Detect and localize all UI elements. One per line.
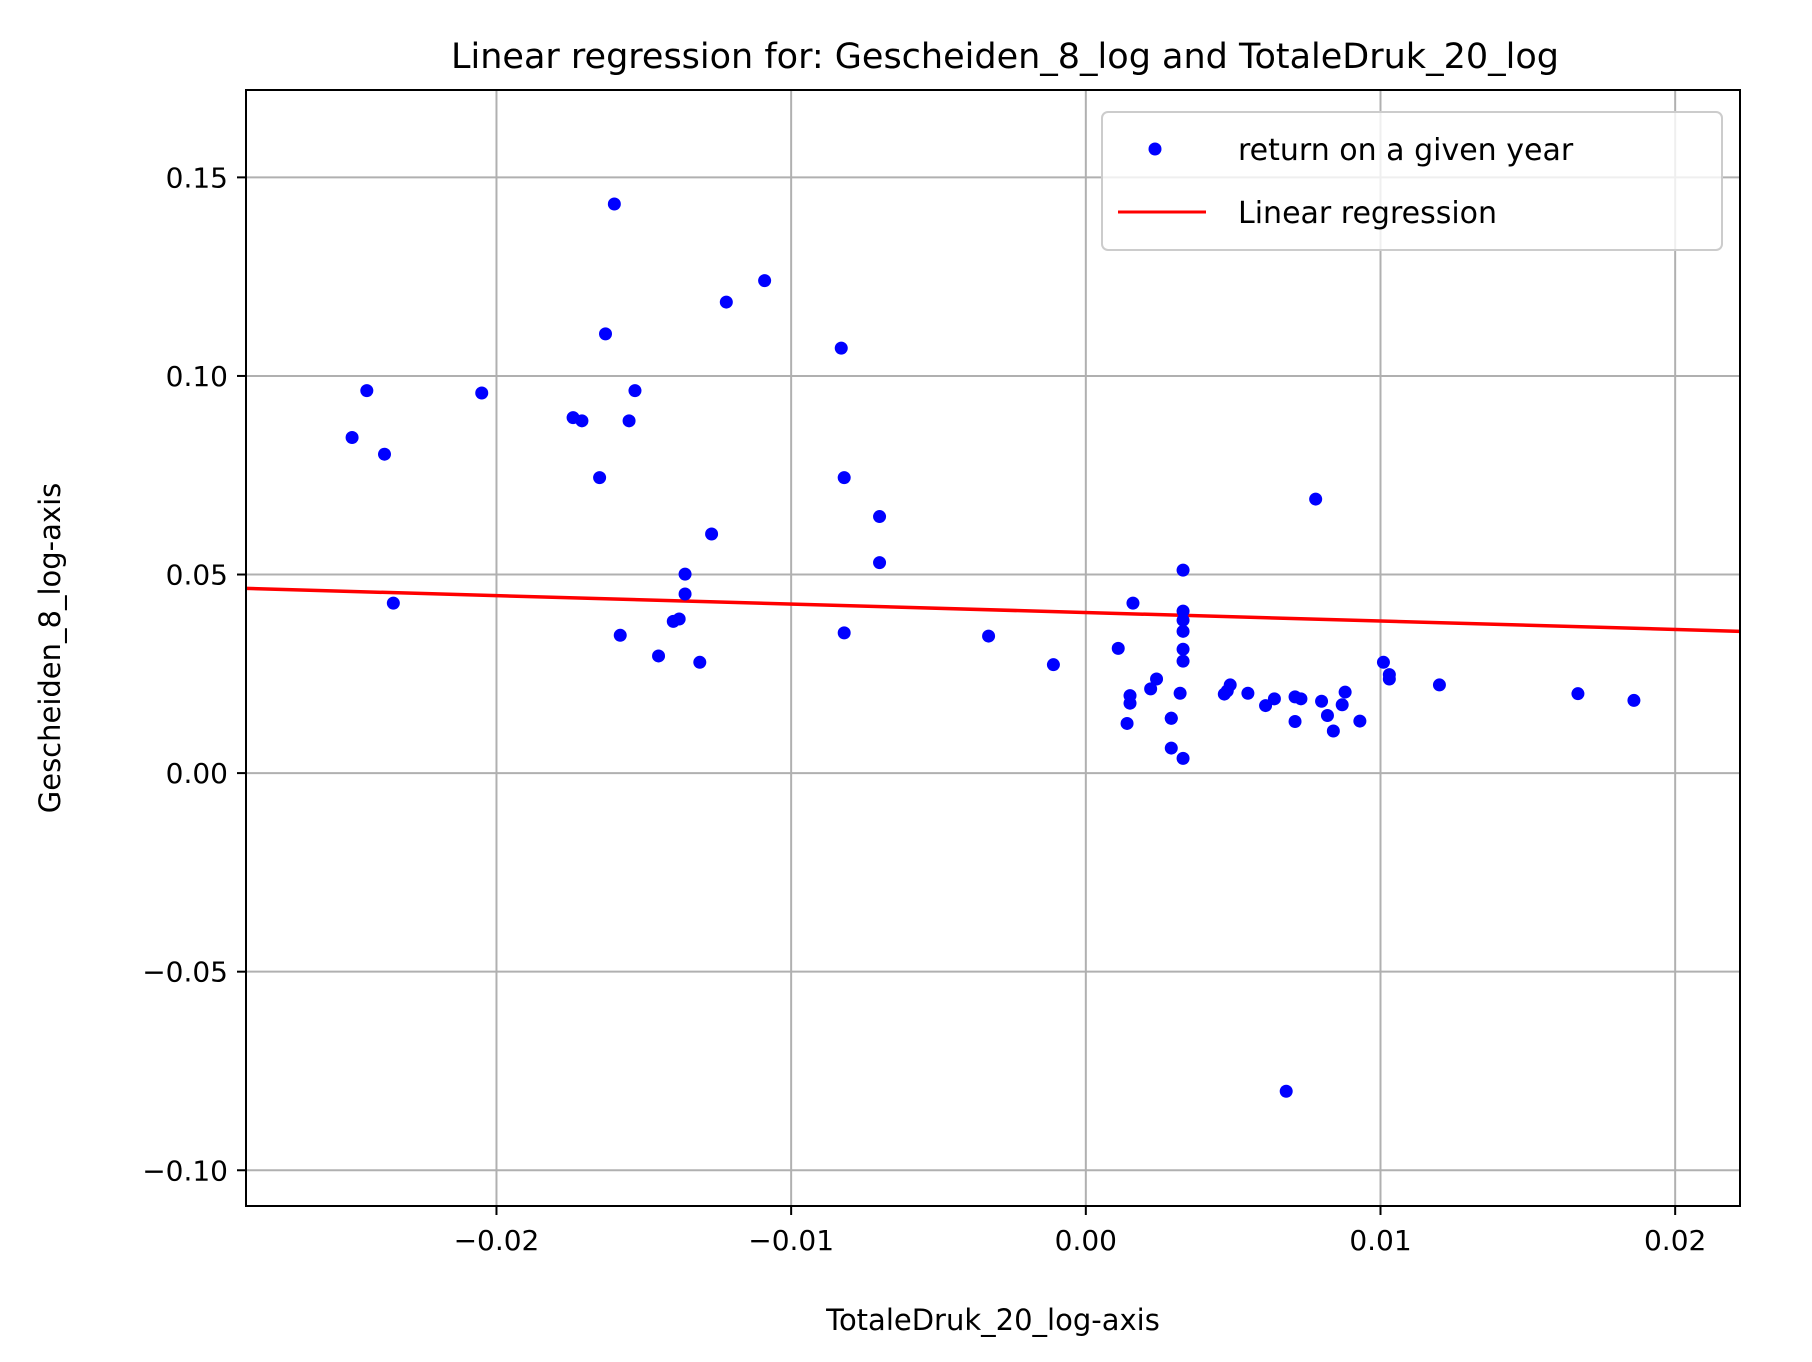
scatter-series [345,197,1641,1098]
data-point [705,527,719,541]
data-point [693,655,707,669]
data-point [1176,563,1190,577]
data-point [575,414,589,428]
y-tick-label: 0.10 [166,360,228,393]
data-point [837,626,851,640]
data-point [652,649,666,663]
data-point [1353,714,1367,728]
y-tick-label: −0.05 [142,956,228,989]
plot-frame [245,89,1741,1207]
data-point [1176,604,1190,618]
data-point [1176,654,1190,668]
data-point [345,431,359,445]
data-point [1241,686,1255,700]
data-point [1376,655,1390,669]
data-point [1571,687,1585,701]
data-point [834,341,848,355]
x-tick-label: 0.00 [1055,1224,1117,1257]
grid [246,90,1740,1206]
data-point [1267,692,1281,706]
data-point [607,197,621,211]
data-point [1382,668,1396,682]
data-point [1338,685,1352,699]
data-point [873,556,887,570]
data-point [1335,698,1349,712]
data-point [1309,492,1323,506]
data-point [599,327,613,341]
data-point [593,471,607,485]
x-axis-label: TotaleDruk_20_log-axis [825,1303,1160,1337]
data-point [1176,642,1190,656]
data-point [1315,694,1329,708]
data-point [1111,641,1125,655]
plot-area [246,90,1740,1206]
data-point [386,596,400,610]
data-point [1164,741,1178,755]
x-tick-label: 0.02 [1644,1224,1706,1257]
data-point [1164,711,1178,725]
data-point [672,612,686,626]
legend-marker-scatter [1148,142,1162,156]
x-axis-ticks: −0.02 −0.01 0.00 0.01 0.02 [454,1206,1706,1257]
data-point [719,295,733,309]
data-point [1120,716,1134,730]
data-point [873,510,887,524]
data-point [613,628,627,642]
chart-title: Linear regression for: Gescheiden_8_log … [451,37,1559,77]
legend: return on a given year Linear regression [1101,111,1723,251]
y-tick-label: 0.15 [166,161,228,194]
x-tick-label: 0.01 [1349,1224,1411,1257]
data-point [1144,682,1158,696]
data-point [1294,692,1308,706]
data-point [1176,751,1190,765]
x-tick-label: −0.01 [748,1224,834,1257]
data-point [1223,678,1237,692]
data-point [628,384,642,398]
data-point [837,471,851,485]
legend-label-scatter: return on a given year [1238,133,1574,168]
y-axis-ticks: 0.15 0.10 0.05 0.00 −0.05 −0.10 [142,161,246,1187]
data-point [377,447,391,461]
data-point [1150,672,1164,686]
regression-line [245,586,1741,634]
y-axis-label: Gescheiden_8_log-axis [33,483,67,814]
y-tick-label: 0.05 [166,559,228,592]
data-point [1326,724,1340,738]
data-point [1279,1084,1293,1098]
data-point [678,567,692,581]
data-point [1126,596,1140,610]
data-point [1259,699,1273,713]
legend-label-line: Linear regression [1238,196,1497,231]
data-point [1123,696,1137,710]
data-point [1176,613,1190,627]
y-tick-label: 0.00 [166,757,228,790]
data-point [758,274,772,288]
regression-series [245,586,1741,634]
data-point [678,587,692,601]
data-point [475,386,489,400]
y-tick-label: −0.10 [142,1154,228,1187]
data-point [1288,714,1302,728]
data-point [1176,624,1190,638]
data-point [1046,658,1060,672]
x-tick-label: −0.02 [454,1224,540,1257]
data-point [1432,678,1446,692]
data-point [622,414,636,428]
data-point [360,384,374,398]
data-point [1320,709,1334,723]
data-point [1173,686,1187,700]
legend-box [1101,111,1723,251]
data-point [982,629,996,643]
data-point [1627,693,1641,707]
